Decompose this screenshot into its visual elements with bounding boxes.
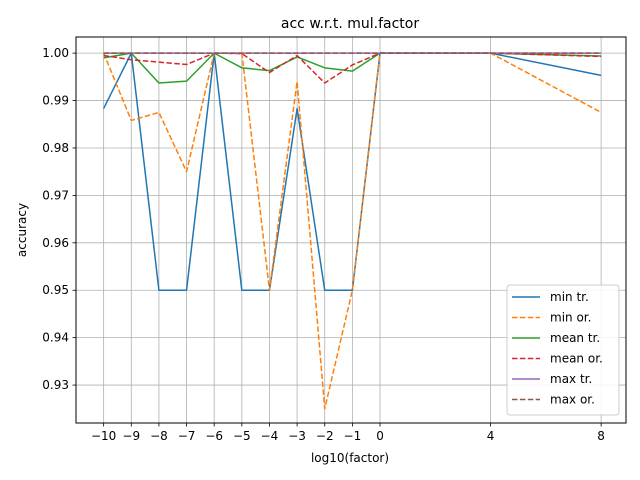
legend-label: mean tr. xyxy=(550,331,600,345)
x-tick-label: −4 xyxy=(261,429,279,443)
axis-ticks: −10 −9 −8 −7 −6 −5 −4 −3 −2 −1 0 4 80.930.940.950.96… xyxy=(42,46,605,443)
y-tick-label: 0.93 xyxy=(42,378,69,392)
legend-label: min or. xyxy=(550,311,591,325)
x-tick-label: −9 xyxy=(122,429,140,443)
legend-label: max or. xyxy=(550,393,595,407)
legend-box xyxy=(506,284,620,416)
legend-label: min tr. xyxy=(550,290,589,304)
y-tick-label: 1.00 xyxy=(42,46,69,60)
y-tick-label: 0.94 xyxy=(42,331,69,345)
x-tick-label: 8 xyxy=(597,429,605,443)
y-tick-label: 0.98 xyxy=(42,141,69,155)
y-axis-label: accuracy xyxy=(15,203,29,257)
legend-label: mean or. xyxy=(550,352,603,366)
series-lines xyxy=(102,52,602,410)
x-axis-label: log10(factor) xyxy=(311,451,389,465)
x-tick-label: 0 xyxy=(376,429,384,443)
y-tick-label: 0.97 xyxy=(42,188,69,202)
x-tick-label: 4 xyxy=(487,429,495,443)
x-tick-label: −10 xyxy=(91,429,116,443)
y-tick-label: 0.95 xyxy=(42,283,69,297)
x-tick-label: −1 xyxy=(344,429,362,443)
legend-label: max tr. xyxy=(550,372,592,386)
x-tick-label: −6 xyxy=(205,429,223,443)
chart-title: acc w.r.t. mul.factor xyxy=(281,16,419,32)
x-tick-label: −8 xyxy=(150,429,168,443)
y-tick-label: 0.99 xyxy=(42,94,69,108)
x-tick-label: −2 xyxy=(316,429,334,443)
x-tick-label: −3 xyxy=(288,429,306,443)
x-tick-label: −7 xyxy=(178,429,196,443)
y-tick-label: 0.96 xyxy=(42,236,69,250)
legend: min tr. min or. mean tr. mean or. max tr. max… xyxy=(506,284,620,416)
plot-frame xyxy=(75,36,627,424)
x-tick-label: −5 xyxy=(233,429,251,443)
